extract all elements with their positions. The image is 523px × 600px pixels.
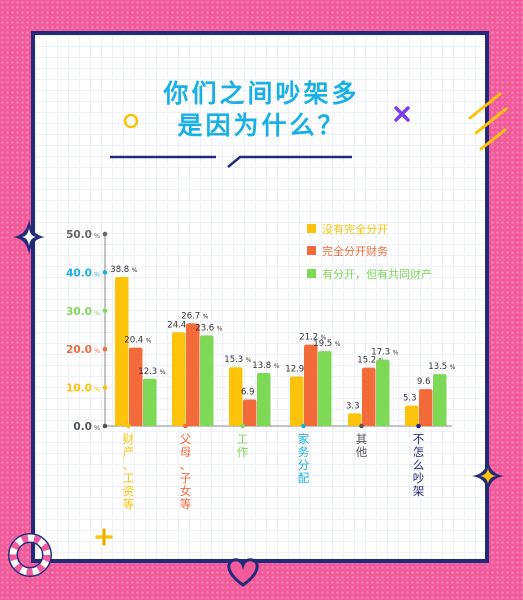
x-category-label: 父母、子女等	[180, 432, 192, 511]
bar-value-label: 3.3	[346, 401, 360, 411]
x-tick-dot	[183, 423, 188, 429]
x-tick-dot	[301, 423, 306, 429]
bar-value-unit: %	[203, 313, 209, 320]
bar-2-0	[229, 367, 243, 426]
y-tick-unit: %	[94, 386, 100, 394]
sparkle-left-icon	[13, 219, 45, 255]
bar-value-unit: %	[393, 350, 399, 357]
bar-value-label: 26.7	[181, 311, 200, 321]
bar-4-0	[348, 413, 362, 426]
y-tick-dot	[102, 231, 108, 237]
bar-value-label: 15.3	[224, 355, 243, 365]
legend-swatch-0	[307, 224, 316, 233]
bar-5-2	[433, 374, 447, 426]
bar-value-unit: %	[335, 341, 341, 348]
heart-icon	[227, 558, 259, 587]
title-line-1: 你们之间吵架多	[163, 79, 360, 108]
y-tick-unit: %	[94, 270, 100, 278]
bar-value-unit: %	[160, 369, 166, 376]
bar-value-unit: %	[450, 364, 456, 371]
bar-5-0	[405, 405, 419, 426]
bar-2-1	[243, 399, 257, 426]
x-tick-dot	[359, 423, 364, 429]
legend-swatch-2	[307, 269, 316, 278]
chart-card	[31, 31, 489, 563]
legend-label-1: 完全分开财务	[322, 244, 388, 258]
bar-value-label: 12.3	[138, 367, 157, 377]
bar-value-label: 17.3	[371, 348, 390, 358]
y-tick-label: 30.0	[66, 306, 92, 318]
legend-label-0: 没有完全分开	[322, 222, 388, 236]
candy-ring-icon	[8, 533, 52, 577]
bar-value-label: 13.5	[428, 362, 447, 372]
bar-1-2	[200, 335, 214, 426]
bar-value-label: 13.8	[252, 361, 271, 371]
bar-value-label: 9.6	[417, 377, 431, 387]
y-tick-unit: %	[94, 424, 100, 432]
bar-value-label: 12.9	[285, 364, 304, 374]
y-tick-label: 40.0	[66, 267, 92, 279]
bar-0-0	[115, 277, 129, 426]
bar-1-0	[172, 332, 186, 426]
bar-value-label: 6.9	[241, 388, 255, 398]
bar-4-1	[362, 367, 376, 426]
bar-3-1	[304, 344, 318, 426]
title-line-2: 是因为什么？	[177, 111, 346, 140]
bar-3-2	[318, 351, 332, 426]
bar-0-2	[143, 378, 157, 426]
circle-decoration-icon	[123, 113, 139, 129]
bar-value-unit: %	[246, 357, 252, 364]
bar-value-unit: %	[217, 325, 223, 332]
x-category-label: 不怎么吵架	[413, 432, 425, 498]
legend-swatch-1	[307, 246, 316, 255]
slash-lines-icon	[468, 92, 508, 151]
bar-value-label: 24.4	[167, 320, 186, 330]
legend-label-2: 有分开，但有共同财产	[322, 267, 432, 281]
bar-0-1	[129, 347, 143, 426]
x-tick-dot	[240, 423, 245, 429]
bar-value-label: 15.2	[357, 356, 376, 366]
y-tick-label: 20.0	[66, 344, 92, 356]
y-tick-label: 50.0	[66, 229, 92, 241]
bar-5-1	[419, 389, 433, 426]
x-category-label: 家务分配	[298, 432, 310, 485]
x-category-label: 其他	[356, 432, 368, 459]
bar-value-label: 5.3	[403, 394, 417, 404]
title-underline-right	[227, 155, 352, 168]
bar-2-2	[257, 373, 271, 426]
sparkle-right-icon	[472, 460, 504, 492]
x-tick-dot	[126, 423, 131, 429]
bar-value-label: 21.2	[299, 333, 318, 343]
y-tick-dot	[102, 270, 108, 275]
y-tick-unit: %	[94, 347, 100, 355]
bar-value-label: 20.4	[124, 336, 143, 346]
y-tick-label: 0.0	[73, 421, 92, 433]
y-tick-dot	[102, 346, 108, 352]
plus-icon	[95, 528, 113, 546]
bar-value-label: 38.8	[110, 265, 129, 275]
bar-4-2	[376, 359, 390, 426]
y-tick-dot	[102, 385, 108, 390]
bar-value-unit: %	[274, 363, 280, 370]
y-tick-unit: %	[94, 309, 100, 317]
x-category-label: 财产、工资等	[123, 432, 135, 511]
y-tick-unit: %	[94, 232, 100, 240]
bar-value-label: 23.6	[195, 323, 214, 333]
x-category-label: 工作	[237, 432, 249, 459]
y-tick-dot	[102, 423, 108, 429]
bar-value-unit: %	[321, 335, 327, 342]
bar-value-unit: %	[146, 338, 152, 345]
y-tick-label: 10.0	[66, 383, 92, 395]
y-tick-dot	[102, 308, 108, 314]
bar-1-1	[186, 323, 200, 426]
x-tick-dot	[416, 423, 421, 429]
bar-3-0	[290, 376, 304, 426]
bar-value-label: 19.5	[313, 339, 332, 349]
x-mark-icon	[394, 106, 410, 122]
bar-value-unit: %	[132, 267, 138, 274]
